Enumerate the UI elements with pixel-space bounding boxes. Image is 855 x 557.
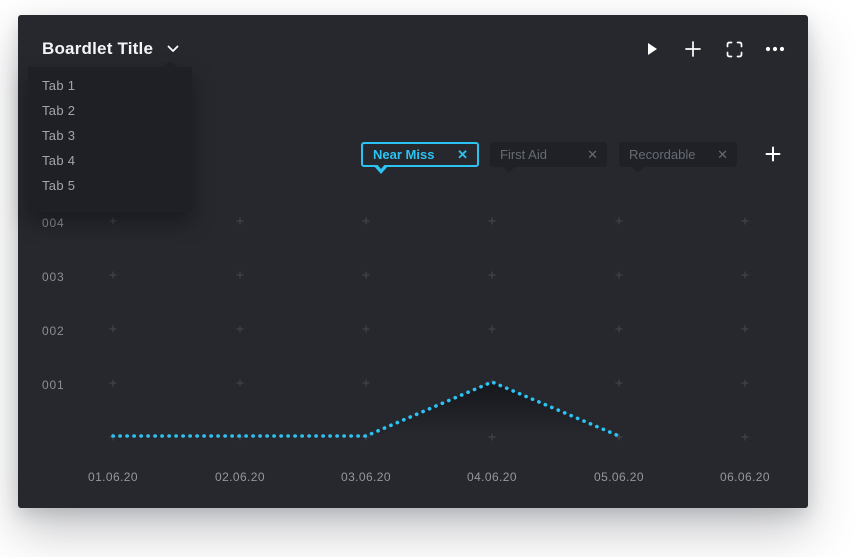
y-axis-tick-label: 002: [42, 324, 65, 338]
grid-plus-mark: [109, 379, 117, 387]
tabs-dropdown-menu: Tab 1 Tab 2 Tab 3 Tab 4 Tab 5: [28, 61, 192, 212]
grid-plus-mark: [109, 433, 117, 441]
filter-chip[interactable]: Recordable ✕: [619, 142, 737, 173]
page-title: Boardlet Title: [42, 39, 154, 58]
tab-menu-item[interactable]: Tab 2: [42, 103, 76, 118]
x-axis-tick-label: 04.06.20: [467, 470, 517, 484]
tab-menu-item[interactable]: Tab 3: [42, 128, 76, 143]
filter-chip[interactable]: Near Miss ✕: [361, 142, 479, 174]
grid-plus-mark: [362, 379, 370, 387]
grid-plus-mark: [741, 379, 749, 387]
boardlet-card: 001 002 003 004 01.06.20 02.06.20 03.06.20 04.…: [18, 15, 808, 508]
area-shadow: [113, 382, 619, 436]
x-axis-tick-label: 06.06.20: [720, 470, 770, 484]
grid-plus-mark: [236, 271, 244, 279]
grid-plus-mark: [615, 217, 623, 225]
x-axis-tick-label: 03.06.20: [341, 470, 391, 484]
grid-plus-mark: [236, 325, 244, 333]
tab-menu-item[interactable]: Tab 4: [42, 153, 76, 168]
x-icon[interactable]: ✕: [457, 147, 468, 162]
grid-plus-mark: [615, 379, 623, 387]
grid-plus-mark: [236, 379, 244, 387]
grid-plus-mark: [362, 325, 370, 333]
grid-plus-mark: [741, 271, 749, 279]
plus-icon: [685, 41, 701, 57]
grid-plus-mark: [741, 325, 749, 333]
grid-plus-mark: [236, 433, 244, 441]
grid-plus-mark: [362, 217, 370, 225]
x-axis-tick-label: 01.06.20: [88, 470, 138, 484]
fullscreen-button[interactable]: [723, 38, 745, 60]
y-axis-tick-label: 001: [42, 378, 65, 392]
grid-plus-mark: [615, 433, 623, 441]
grid-plus-mark: [488, 217, 496, 225]
grid-plus-mark: [109, 325, 117, 333]
filter-chips-row: Near Miss ✕ First Aid ✕ Recordable ✕: [18, 142, 808, 174]
boardlet-title-dropdown-trigger[interactable]: Boardlet Title: [42, 37, 179, 61]
tab-menu-item[interactable]: Tab 5: [42, 178, 76, 193]
grid-plus-mark: [236, 217, 244, 225]
filter-chip[interactable]: First Aid ✕: [490, 142, 607, 173]
play-icon: [648, 43, 657, 55]
grid-plus-mark: [615, 271, 623, 279]
grid-plus-mark: [488, 271, 496, 279]
grid-plus-mark: [488, 433, 496, 441]
add-button[interactable]: [682, 38, 704, 60]
x-axis-tick-label: 02.06.20: [215, 470, 265, 484]
x-axis-tick-label: 05.06.20: [594, 470, 644, 484]
filter-chip-label: Near Miss: [373, 147, 435, 162]
more-button[interactable]: [764, 38, 786, 60]
grid-plus-mark: [488, 379, 496, 387]
grid-plus-mark: [362, 433, 370, 441]
run-button[interactable]: [641, 38, 663, 60]
y-axis-tick-label: 004: [42, 216, 65, 230]
ellipsis-icon: [765, 46, 785, 52]
grid-plus-mark: [488, 325, 496, 333]
grid-plus-mark: [109, 217, 117, 225]
grid-plus-mark: [362, 271, 370, 279]
x-icon[interactable]: ✕: [587, 147, 598, 162]
grid-plus-mark: [741, 433, 749, 441]
chevron-down-icon: [167, 45, 179, 52]
fullscreen-icon: [726, 41, 742, 57]
x-icon[interactable]: ✕: [717, 147, 728, 162]
plus-icon: [765, 146, 781, 162]
add-filter-button[interactable]: [764, 145, 782, 163]
tab-menu-item[interactable]: Tab 1: [42, 78, 76, 93]
y-axis-tick-label: 003: [42, 270, 65, 284]
filter-chip-label: First Aid: [500, 147, 547, 162]
grid-plus-mark: [741, 217, 749, 225]
filter-chip-label: Recordable: [629, 147, 696, 162]
near-miss-series-line: [111, 380, 621, 438]
grid-plus-mark: [615, 325, 623, 333]
grid-plus-mark: [109, 271, 117, 279]
header-actions: [641, 38, 786, 60]
